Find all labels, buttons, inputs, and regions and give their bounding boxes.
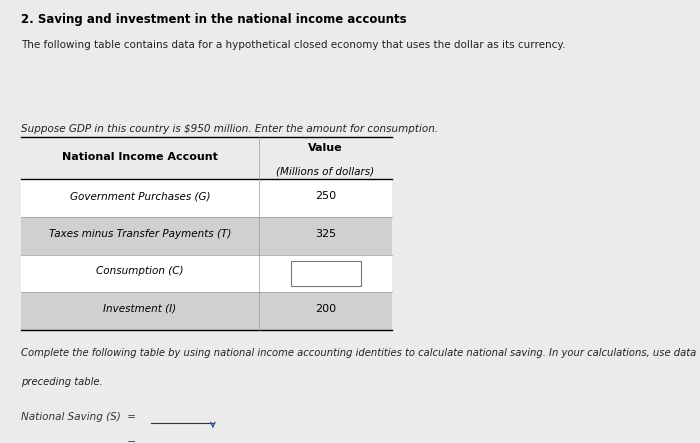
Text: 325: 325 xyxy=(315,229,336,239)
Text: 250: 250 xyxy=(315,191,336,201)
FancyBboxPatch shape xyxy=(21,255,392,292)
Text: 2. Saving and investment in the national income accounts: 2. Saving and investment in the national… xyxy=(21,13,407,26)
FancyBboxPatch shape xyxy=(290,261,360,286)
Text: Taxes minus Transfer Payments (T): Taxes minus Transfer Payments (T) xyxy=(49,229,231,239)
Text: National Saving (S)  =: National Saving (S) = xyxy=(21,412,136,422)
Text: preceding table.: preceding table. xyxy=(21,377,103,387)
Text: =: = xyxy=(127,438,136,443)
FancyBboxPatch shape xyxy=(21,179,392,217)
Text: Suppose GDP in this country is $950 million. Enter the amount for consumption.: Suppose GDP in this country is $950 mill… xyxy=(21,124,438,134)
Text: 200: 200 xyxy=(315,304,336,314)
Text: Consumption (C): Consumption (C) xyxy=(97,266,183,276)
Text: Value: Value xyxy=(308,143,343,153)
Text: Government Purchases (G): Government Purchases (G) xyxy=(70,191,210,201)
Text: Complete the following table by using national income accounting identities to c: Complete the following table by using na… xyxy=(21,348,700,358)
Text: National Income Account: National Income Account xyxy=(62,152,218,162)
Text: Investment (I): Investment (I) xyxy=(104,304,176,314)
FancyBboxPatch shape xyxy=(21,217,392,255)
Text: (Millions of dollars): (Millions of dollars) xyxy=(276,166,374,176)
FancyBboxPatch shape xyxy=(21,292,392,330)
Text: The following table contains data for a hypothetical closed economy that uses th: The following table contains data for a … xyxy=(21,40,566,50)
